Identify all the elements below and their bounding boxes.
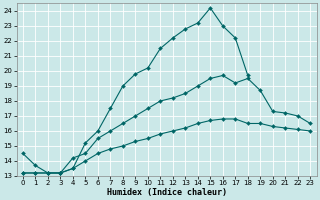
X-axis label: Humidex (Indice chaleur): Humidex (Indice chaleur) (107, 188, 227, 197)
